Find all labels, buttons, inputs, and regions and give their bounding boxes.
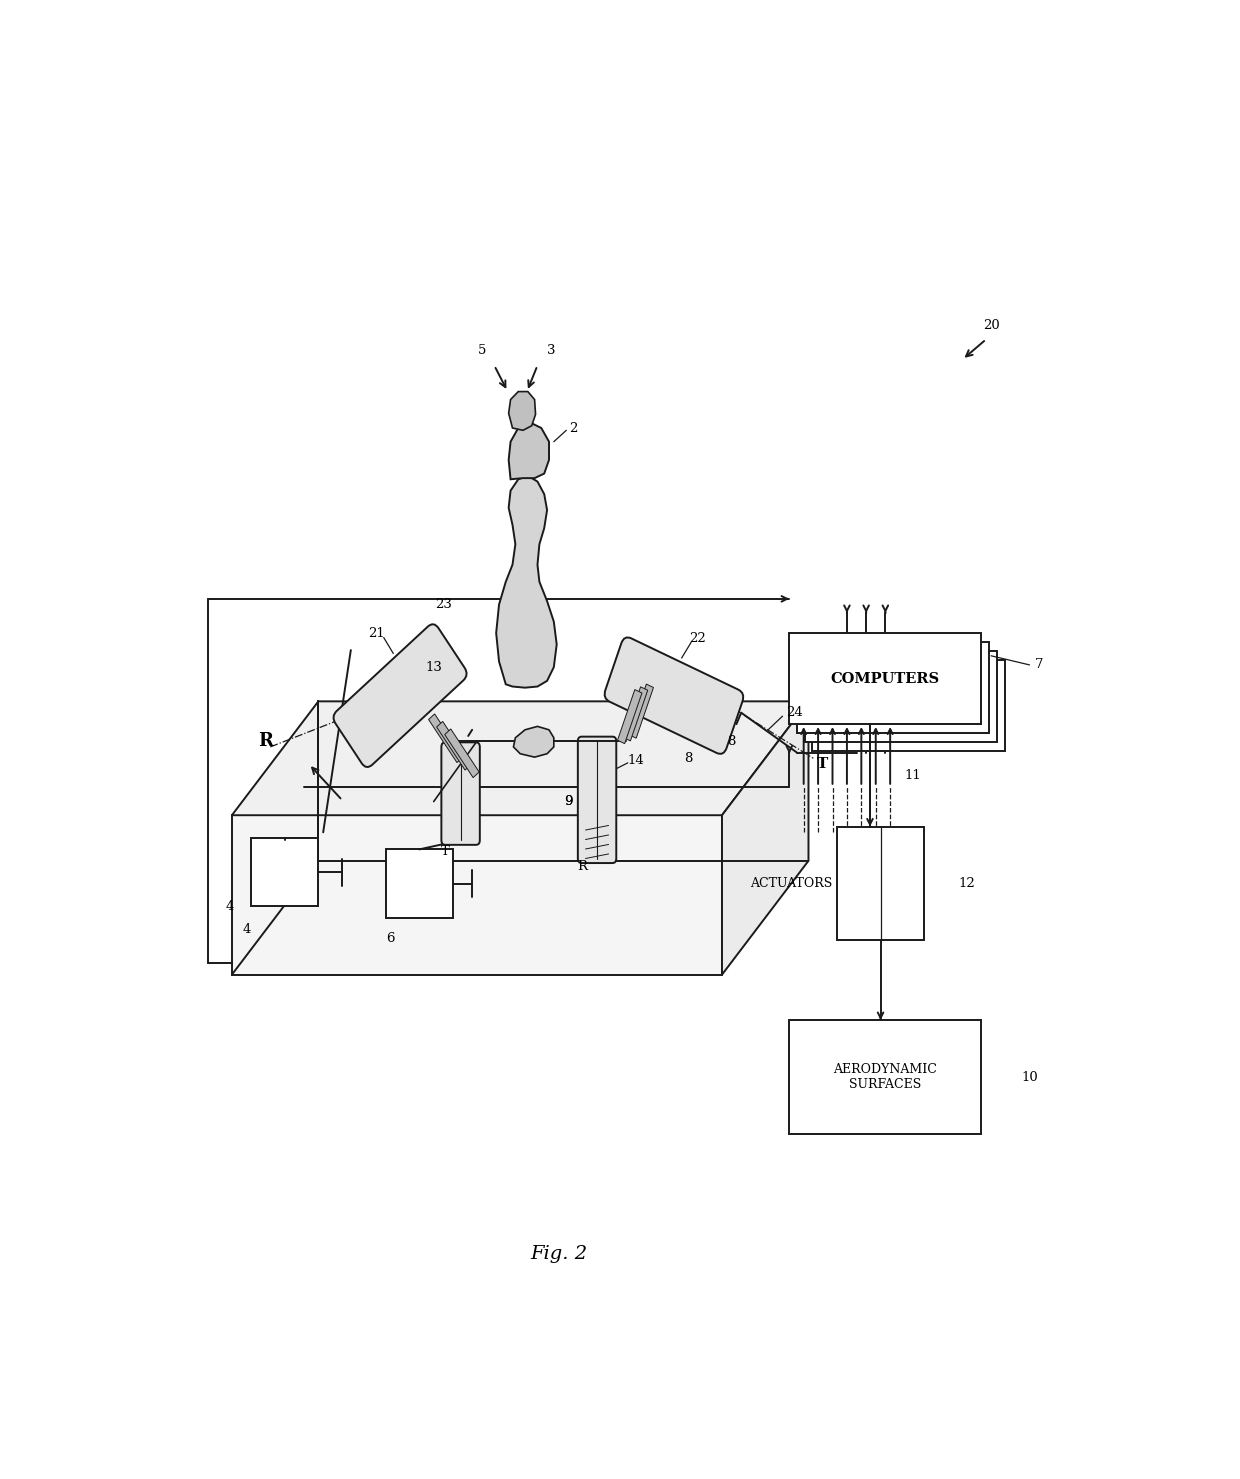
- FancyBboxPatch shape: [805, 651, 997, 742]
- Text: 5: 5: [477, 345, 486, 356]
- Text: 8: 8: [728, 735, 735, 748]
- FancyBboxPatch shape: [618, 689, 642, 744]
- Polygon shape: [496, 476, 557, 688]
- FancyBboxPatch shape: [837, 827, 924, 941]
- Text: 6: 6: [386, 932, 394, 945]
- Text: 13: 13: [425, 661, 443, 673]
- FancyBboxPatch shape: [797, 642, 990, 734]
- Polygon shape: [508, 423, 549, 479]
- Text: ACTUATORS: ACTUATORS: [750, 877, 832, 890]
- Text: 24: 24: [786, 707, 802, 719]
- FancyBboxPatch shape: [334, 624, 466, 768]
- Text: 23: 23: [435, 598, 451, 611]
- Text: 2: 2: [569, 422, 578, 435]
- FancyBboxPatch shape: [629, 685, 653, 738]
- Text: T: T: [441, 845, 450, 858]
- Text: Fig. 2: Fig. 2: [529, 1245, 588, 1263]
- Text: 14: 14: [627, 754, 644, 768]
- Text: COMPUTERS: COMPUTERS: [831, 671, 940, 686]
- Polygon shape: [508, 392, 536, 430]
- Text: T: T: [817, 757, 828, 771]
- Text: 22: 22: [689, 632, 707, 645]
- Text: R: R: [578, 859, 588, 873]
- Text: AERODYNAMIC
SURFACES: AERODYNAMIC SURFACES: [833, 1063, 937, 1092]
- Text: 7: 7: [1035, 658, 1043, 671]
- FancyBboxPatch shape: [445, 729, 479, 778]
- FancyBboxPatch shape: [386, 849, 453, 917]
- FancyBboxPatch shape: [578, 737, 616, 864]
- Text: 20: 20: [982, 319, 999, 331]
- Text: 8: 8: [684, 751, 693, 765]
- FancyBboxPatch shape: [250, 839, 319, 907]
- FancyBboxPatch shape: [812, 660, 1004, 751]
- Polygon shape: [232, 701, 808, 815]
- Text: 11: 11: [905, 769, 921, 782]
- Text: 12: 12: [959, 877, 976, 890]
- FancyBboxPatch shape: [605, 637, 743, 754]
- Text: 9: 9: [564, 796, 573, 808]
- FancyBboxPatch shape: [624, 686, 647, 741]
- Text: 21: 21: [367, 627, 384, 639]
- Polygon shape: [513, 726, 554, 757]
- Polygon shape: [232, 815, 722, 975]
- Text: 3: 3: [547, 345, 556, 356]
- FancyBboxPatch shape: [789, 1021, 982, 1134]
- FancyBboxPatch shape: [436, 722, 471, 771]
- Polygon shape: [722, 701, 808, 975]
- Text: R: R: [258, 732, 273, 750]
- FancyBboxPatch shape: [789, 633, 982, 725]
- Text: 4: 4: [226, 899, 234, 913]
- Text: 10: 10: [1021, 1071, 1038, 1084]
- FancyBboxPatch shape: [441, 742, 480, 845]
- Text: 9: 9: [564, 796, 573, 808]
- FancyBboxPatch shape: [429, 714, 463, 763]
- Text: 4: 4: [242, 923, 250, 936]
